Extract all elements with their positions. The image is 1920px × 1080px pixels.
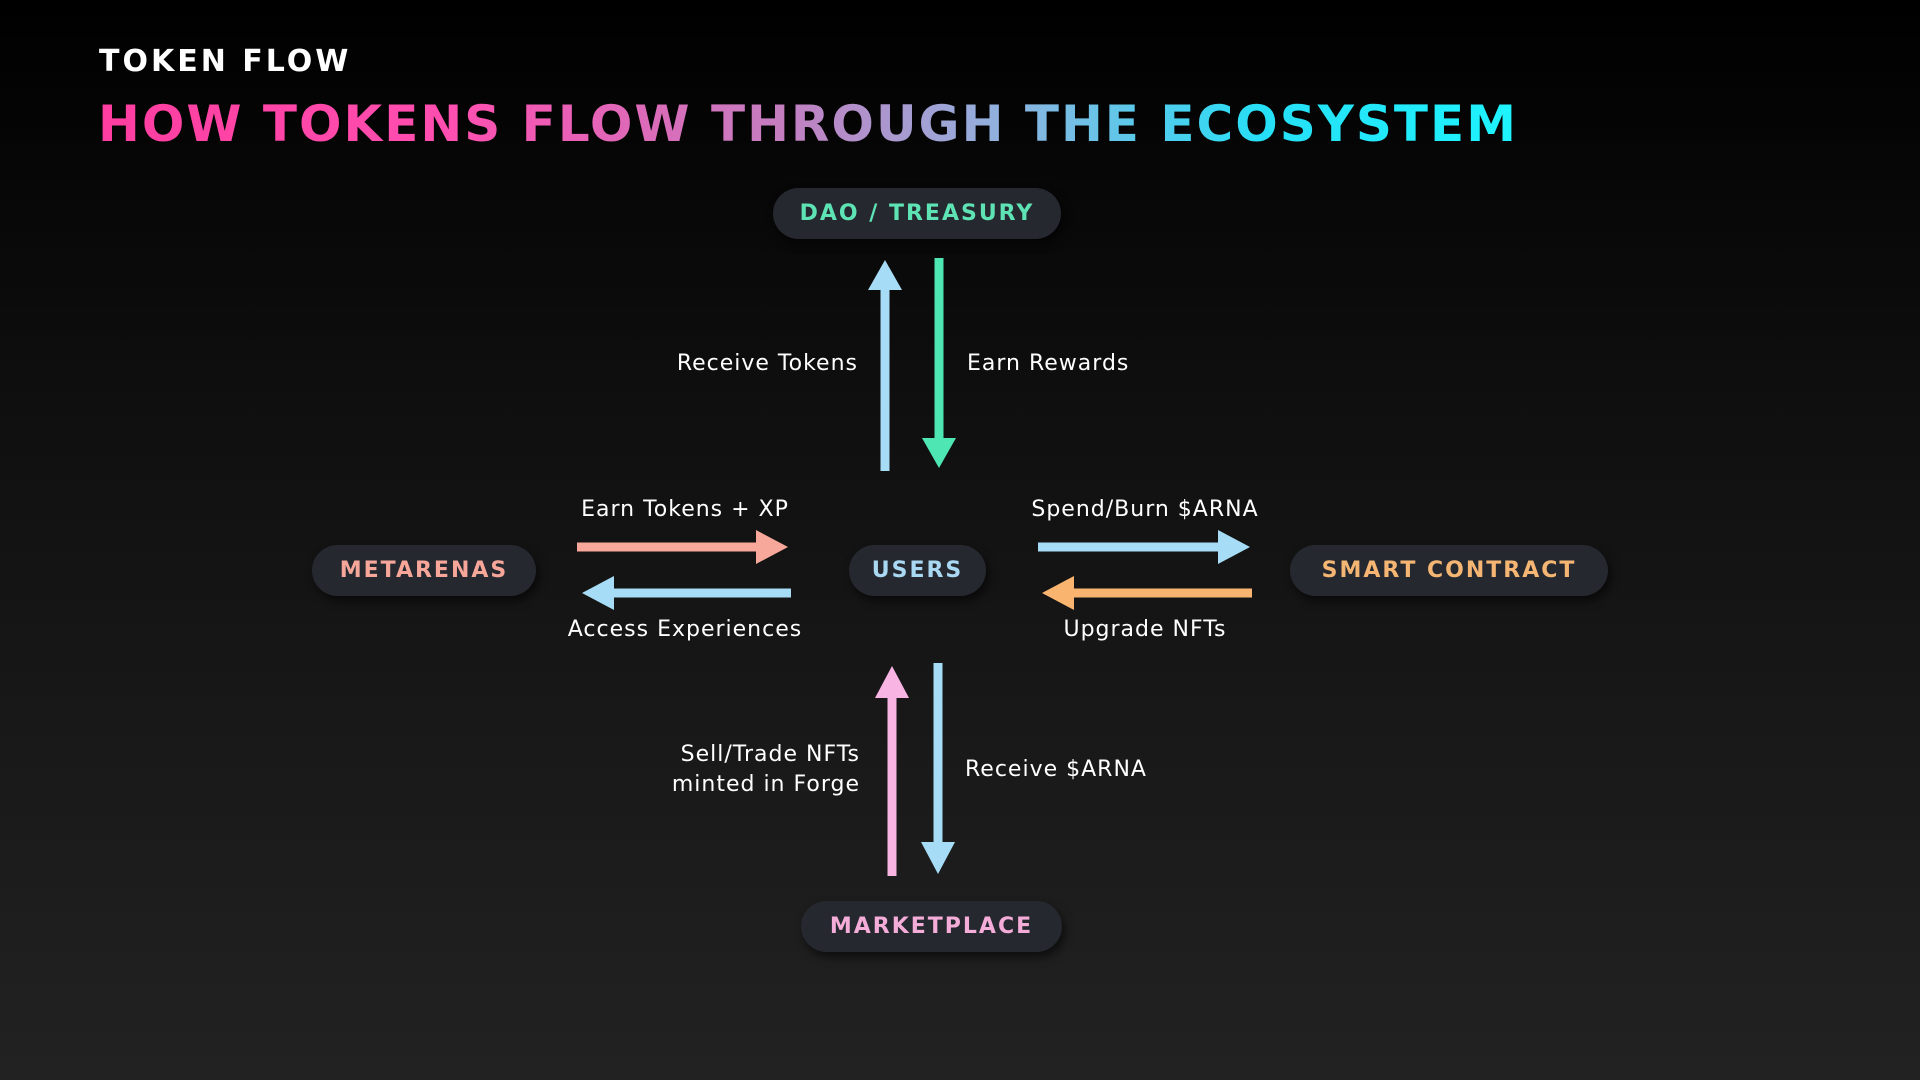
- node-users: USERS: [849, 545, 986, 596]
- arrow-sell-trade: [875, 666, 909, 876]
- arrow-earn-tokens-xp: [577, 530, 788, 564]
- label-spend-burn: Spend/Burn $ARNA: [1031, 497, 1259, 522]
- arrow-spend-burn-head: [1218, 530, 1250, 564]
- arrow-upgrade-nfts: [1042, 576, 1252, 610]
- arrow-sell-trade-head: [875, 666, 909, 698]
- label-earn-rewards: Earn Rewards: [967, 351, 1130, 376]
- section-eyebrow: TOKEN FLOW: [99, 44, 352, 79]
- node-metarenas: METARENAS: [312, 545, 536, 596]
- arrow-earn-tokens-xp-head: [756, 530, 788, 564]
- arrow-access-experiences-head: [582, 576, 614, 610]
- node-marketplace: MARKETPLACE: [801, 901, 1062, 952]
- node-smart-contract: SMART CONTRACT: [1290, 545, 1608, 596]
- arrow-receive-arna-head: [921, 842, 955, 874]
- label-sell-trade-line2: minted in Forge: [671, 772, 860, 797]
- arrow-earn-rewards: [922, 258, 956, 468]
- label-sell-trade-line1: Sell/Trade NFTs: [680, 742, 860, 767]
- arrow-spend-burn: [1038, 530, 1250, 564]
- arrow-receive-tokens-head: [868, 260, 902, 290]
- label-access-experiences: Access Experiences: [567, 617, 803, 642]
- arrow-upgrade-nfts-head: [1042, 576, 1074, 610]
- node-dao-treasury: DAO / TREASURY: [773, 188, 1061, 239]
- arrow-receive-tokens: [868, 260, 902, 471]
- arrow-access-experiences: [582, 576, 791, 610]
- label-receive-arna: Receive $ARNA: [965, 757, 1147, 782]
- label-upgrade-nfts: Upgrade NFTs: [1063, 617, 1227, 642]
- arrow-receive-arna: [921, 663, 955, 874]
- arrow-earn-rewards-head: [922, 438, 956, 468]
- page-title: HOW TOKENS FLOW THROUGH THE ECOSYSTEM: [98, 95, 1518, 153]
- label-receive-tokens: Receive Tokens: [676, 351, 858, 376]
- label-earn-tokens-xp: Earn Tokens + XP: [581, 497, 789, 522]
